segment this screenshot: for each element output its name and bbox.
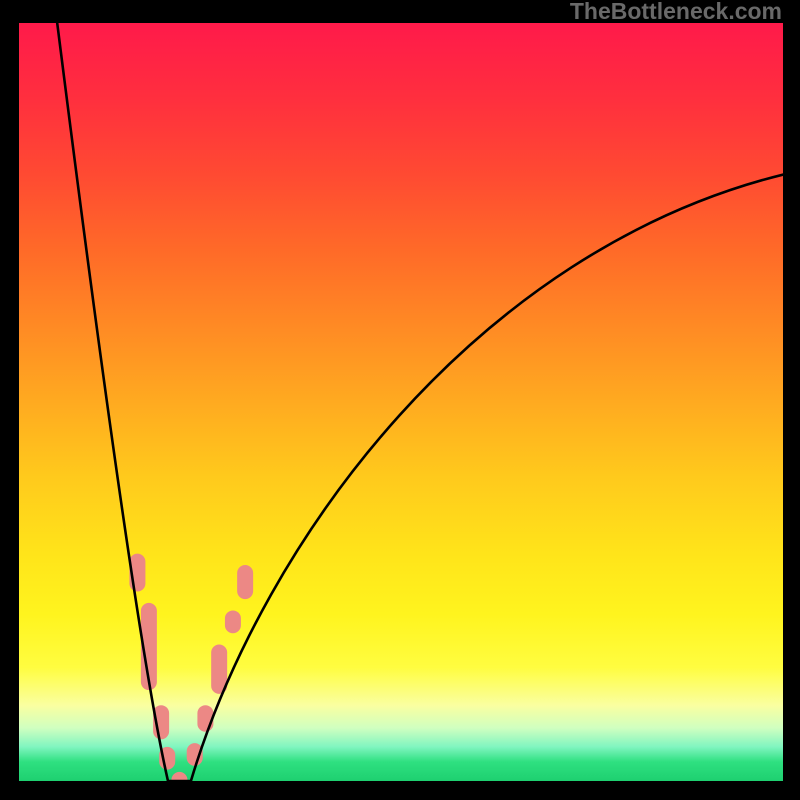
plot-area	[19, 23, 783, 781]
watermark-text: TheBottleneck.com	[570, 0, 782, 25]
marker-pill	[225, 610, 241, 633]
border-left	[0, 0, 19, 800]
plot-svg	[19, 23, 783, 781]
marker-pill	[237, 565, 253, 599]
border-right	[783, 0, 800, 800]
chart-frame: TheBottleneck.com	[0, 0, 800, 800]
border-bottom	[0, 781, 800, 800]
